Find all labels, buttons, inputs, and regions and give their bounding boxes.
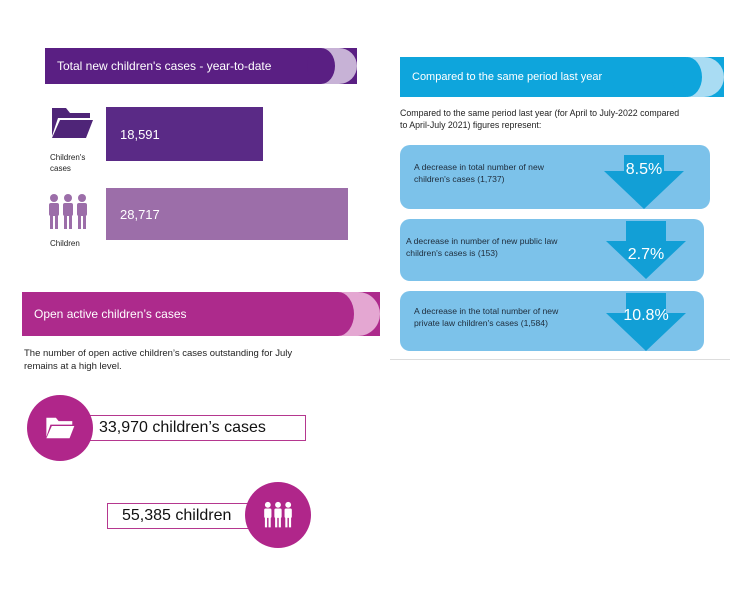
comparison-pct: 2.7% — [627, 246, 665, 263]
comparison-card-text: A decrease in total number of new childr… — [414, 162, 544, 184]
down-arrow-icon — [604, 155, 684, 209]
open-cases-description: The number of open active children’s cas… — [24, 348, 293, 372]
comparison-banner: Compared to the same period last year — [400, 57, 724, 97]
comparison-intro: Compared to the same period last year (f… — [400, 108, 680, 130]
folder-circle — [27, 395, 93, 461]
down-arrow-icon — [606, 293, 686, 351]
comparison-pct: 8.5% — [625, 161, 663, 178]
banner-cap-curve — [322, 292, 354, 336]
comparison-pct: 10.8% — [623, 307, 669, 324]
comparison-card-text: A decrease in the total number of new pr… — [414, 306, 559, 328]
open-cases-pill: 33,970 children’s cases — [86, 415, 306, 441]
people-group-icon — [264, 501, 292, 528]
children-value: 28,717 — [120, 206, 160, 222]
comparison-banner-title: Compared to the same period last year — [412, 71, 603, 83]
new-cases-banner: Total new children's cases - year-to-dat… — [45, 48, 357, 84]
down-arrow-icon — [606, 221, 686, 279]
banner-cap-curve — [307, 48, 335, 84]
cases-label: Children's cases — [50, 153, 86, 173]
comparison-card-text: A decrease in number of new public law c… — [406, 236, 558, 258]
divider — [390, 359, 730, 360]
comparison-card: A decrease in the total number of new pr… — [400, 291, 704, 351]
comparison-card: A decrease in total number of new childr… — [400, 145, 710, 209]
open-cases-banner: Open active children’s cases — [22, 292, 380, 336]
comparison-card: A decrease in number of new public law c… — [400, 219, 704, 281]
children-bar: 28,717 — [106, 188, 348, 240]
folder-icon — [50, 106, 94, 140]
new-cases-banner-title: Total new children's cases - year-to-dat… — [57, 59, 272, 73]
banner-cap-curve — [672, 57, 702, 97]
people-circle — [245, 482, 311, 548]
people-group-icon — [46, 193, 90, 231]
open-cases-banner-title: Open active children’s cases — [34, 307, 187, 321]
folder-icon — [46, 417, 75, 439]
open-children-text: 55,385 children — [122, 507, 232, 524]
children-label: Children — [50, 239, 80, 248]
cases-bar: 18,591 — [106, 107, 263, 161]
open-cases-text: 33,970 children’s cases — [99, 419, 266, 436]
open-children-pill: 55,385 children — [107, 503, 257, 529]
cases-value: 18,591 — [120, 126, 160, 142]
